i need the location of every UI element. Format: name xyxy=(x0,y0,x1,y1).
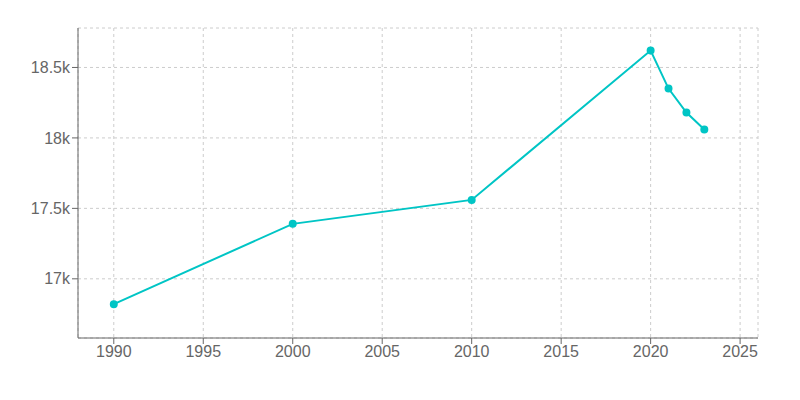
svg-text:2005: 2005 xyxy=(364,343,400,360)
svg-text:1995: 1995 xyxy=(185,343,221,360)
svg-text:17.5k: 17.5k xyxy=(31,200,71,217)
svg-text:1990: 1990 xyxy=(96,343,132,360)
svg-text:18k: 18k xyxy=(44,130,71,147)
svg-text:2010: 2010 xyxy=(454,343,490,360)
svg-text:2015: 2015 xyxy=(543,343,579,360)
svg-text:2020: 2020 xyxy=(633,343,669,360)
svg-text:2000: 2000 xyxy=(275,343,311,360)
svg-text:17k: 17k xyxy=(44,270,71,287)
svg-text:2025: 2025 xyxy=(722,343,758,360)
svg-text:18.5k: 18.5k xyxy=(31,59,71,76)
